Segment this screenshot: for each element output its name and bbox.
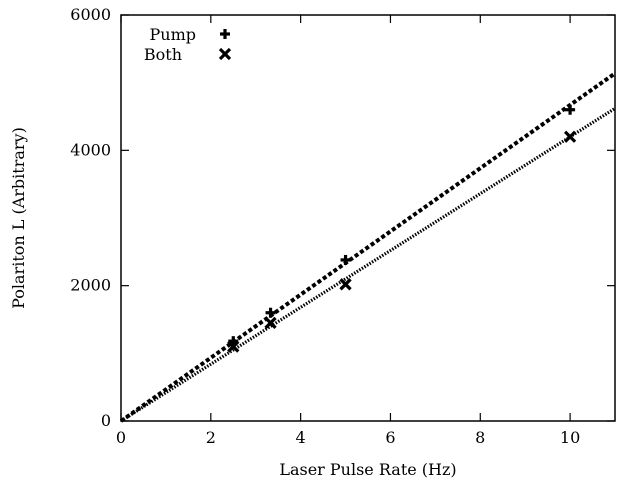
point-pump — [565, 104, 576, 115]
x-axis-label: Laser Pulse Rate (Hz) — [279, 460, 456, 479]
point-both-d2 — [264, 316, 277, 330]
plot-frame — [120, 14, 616, 422]
point-pump — [340, 254, 351, 265]
point-both-d2 — [227, 340, 240, 353]
legend-marker-pump — [220, 29, 230, 39]
point-both — [264, 316, 277, 330]
legend-label-both: Both — [144, 45, 182, 64]
point-both-d2 — [563, 130, 577, 143]
legend: Pump Both — [144, 25, 232, 64]
y-axis-label: Polariton L (Arbitrary) — [9, 127, 28, 309]
point-both — [227, 340, 240, 353]
fit-line-both — [120, 107, 616, 423]
legend-marker-both-glyph — [218, 47, 232, 61]
legend-label-pump: Pump — [150, 25, 196, 44]
point-pump — [265, 307, 276, 318]
y-tick-label: 6000 — [70, 5, 111, 24]
fit-line-pump — [119, 71, 617, 423]
x-tick-label: 4 — [296, 428, 306, 447]
data-points — [227, 104, 577, 353]
point-both — [563, 130, 577, 143]
plot-area — [120, 14, 616, 422]
x-tick-label: 2 — [206, 428, 216, 447]
y-tick-label: 4000 — [70, 140, 111, 159]
axis-ticks: 0 2 4 6 8 10 0 2000 4000 6000 — [70, 5, 615, 447]
legend-marker-pump-glyph — [220, 29, 230, 39]
fit-lines — [119, 71, 617, 423]
legend-marker-both-glyph-d2 — [218, 47, 232, 61]
x-tick-label: 8 — [475, 428, 485, 447]
point-both-d2 — [339, 278, 352, 291]
legend-marker-both — [218, 47, 232, 61]
x-tick-label: 10 — [560, 428, 580, 447]
y-tick-label: 0 — [101, 411, 111, 430]
point-both — [339, 278, 352, 291]
x-tick-label: 0 — [116, 428, 126, 447]
y-tick-label: 2000 — [70, 276, 111, 295]
x-tick-label: 6 — [385, 428, 395, 447]
